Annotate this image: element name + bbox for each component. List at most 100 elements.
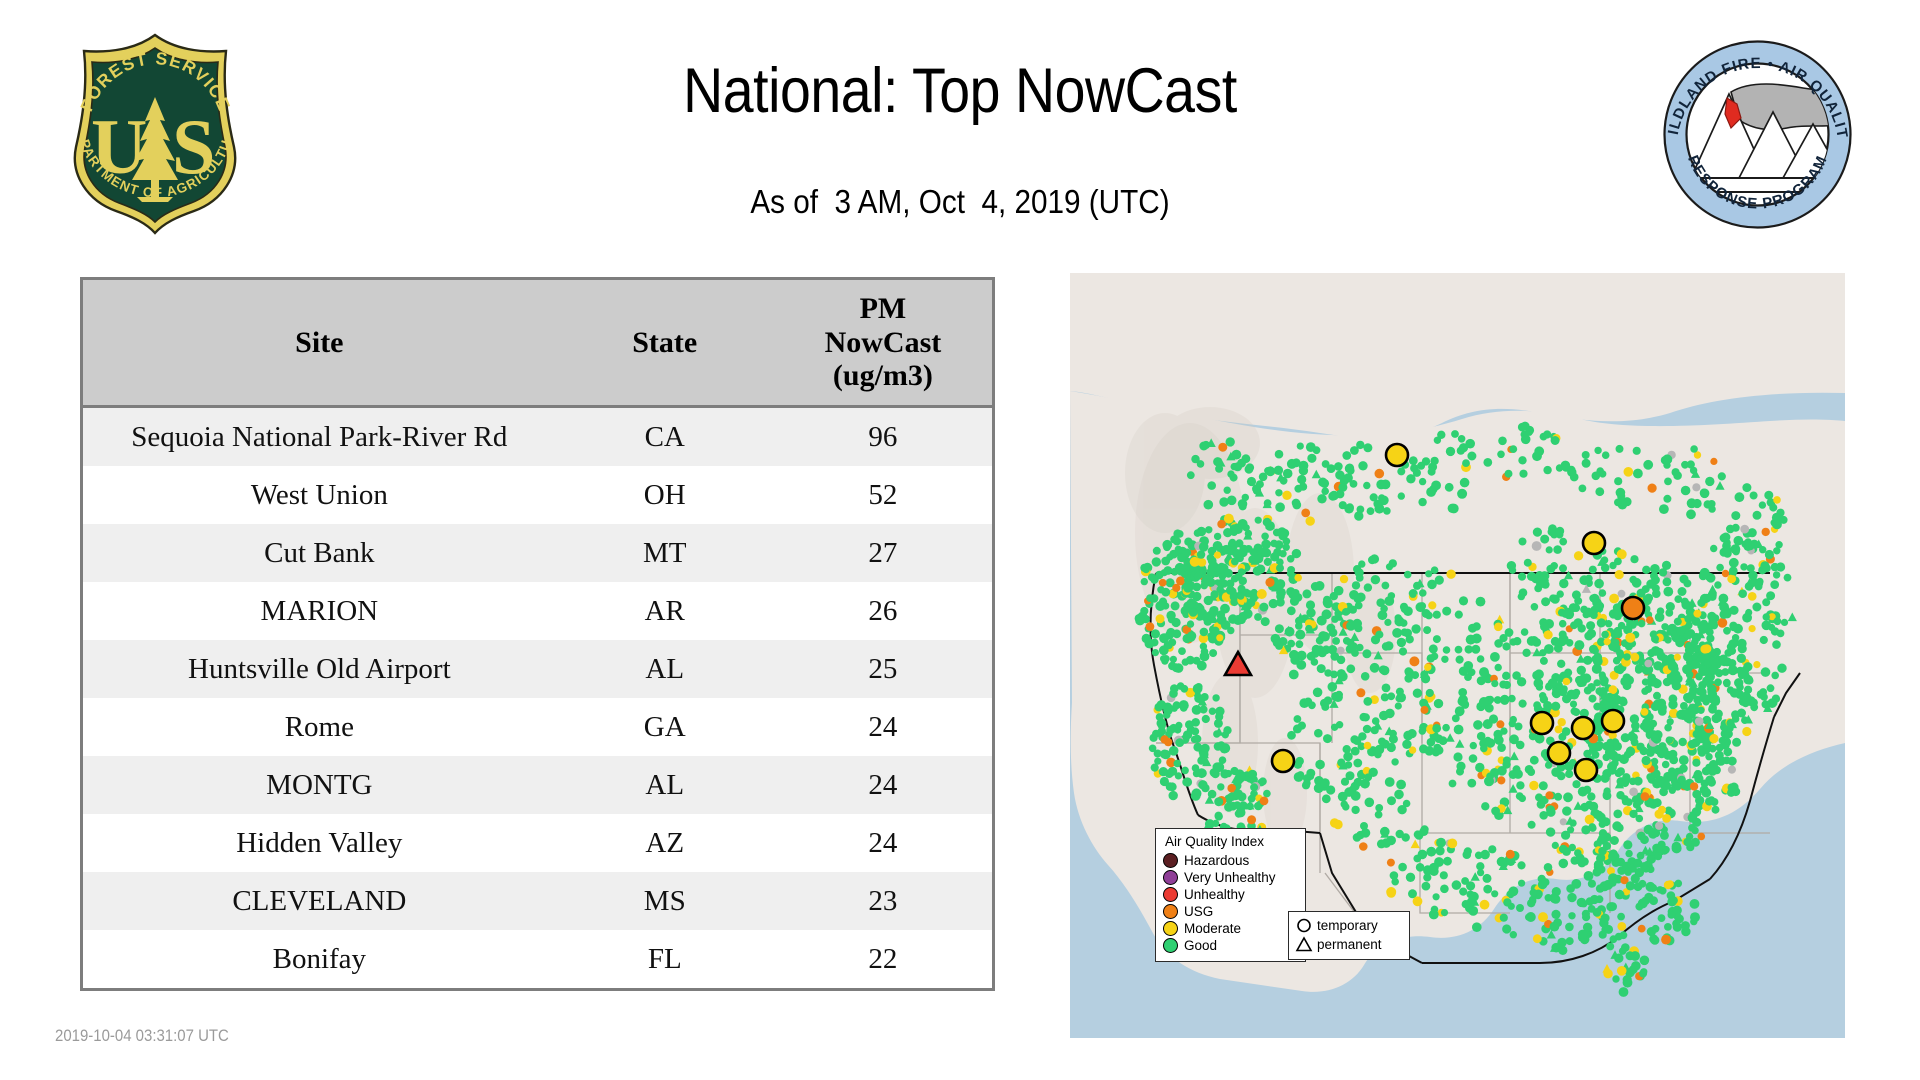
monitor-marker-temporary[interactable] — [1353, 594, 1363, 604]
monitor-marker-temporary[interactable] — [1158, 645, 1169, 656]
monitor-marker-temporary[interactable] — [1274, 449, 1284, 459]
monitor-marker-temporary[interactable] — [1532, 934, 1542, 944]
monitor-marker-temporary[interactable] — [1625, 632, 1636, 643]
monitor-marker-temporary[interactable] — [1451, 430, 1459, 438]
monitor-marker-temporary[interactable] — [1624, 798, 1633, 806]
monitor-marker-temporary[interactable] — [1344, 761, 1353, 769]
monitor-marker-temporary[interactable] — [1699, 665, 1708, 673]
monitor-marker-temporary[interactable] — [1523, 558, 1532, 567]
monitor-marker-temporary[interactable] — [1297, 474, 1307, 485]
monitor-marker-temporary[interactable] — [1294, 573, 1302, 582]
monitor-marker-temporary[interactable] — [1356, 643, 1364, 652]
monitor-marker-temporary[interactable] — [1430, 456, 1439, 466]
monitor-marker-temporary[interactable] — [1342, 451, 1352, 460]
monitor-marker-temporary[interactable] — [1200, 647, 1209, 656]
monitor-marker-temporary[interactable] — [1408, 889, 1417, 899]
monitor-marker-permanent[interactable] — [1509, 751, 1519, 761]
monitor-marker-temporary[interactable] — [1633, 468, 1643, 479]
monitor-marker-temporary[interactable] — [1581, 825, 1591, 835]
monitor-marker-temporary[interactable] — [1223, 513, 1234, 524]
monitor-marker-temporary[interactable] — [1363, 741, 1372, 750]
monitor-marker-temporary[interactable] — [1724, 729, 1733, 739]
monitor-marker-temporary[interactable] — [1660, 654, 1669, 663]
monitor-marker-permanent[interactable] — [1532, 647, 1542, 657]
monitor-marker-temporary[interactable] — [1312, 687, 1323, 698]
monitor-marker-temporary[interactable] — [1681, 460, 1689, 469]
monitor-marker-temporary[interactable] — [1157, 727, 1166, 736]
monitor-marker-temporary[interactable] — [1622, 975, 1632, 985]
highlighted-site-marker-temporary[interactable] — [1573, 757, 1599, 783]
monitor-marker-temporary[interactable] — [1328, 628, 1338, 637]
monitor-marker-temporary[interactable] — [1567, 465, 1576, 474]
monitor-marker-permanent[interactable] — [1602, 964, 1612, 973]
monitor-marker-temporary[interactable] — [1562, 677, 1571, 686]
monitor-marker-temporary[interactable] — [1714, 750, 1724, 760]
monitor-marker-temporary[interactable] — [1628, 733, 1638, 743]
monitor-marker-temporary[interactable] — [1709, 734, 1719, 744]
monitor-marker-temporary[interactable] — [1623, 467, 1634, 477]
monitor-marker-temporary[interactable] — [1553, 545, 1562, 554]
monitor-marker-temporary[interactable] — [1336, 655, 1346, 665]
monitor-marker-temporary[interactable] — [1274, 624, 1284, 634]
highlighted-site-marker-temporary[interactable] — [1620, 595, 1646, 621]
monitor-marker-temporary[interactable] — [1506, 561, 1517, 571]
monitor-marker-temporary[interactable] — [1151, 557, 1161, 567]
monitor-marker-temporary[interactable] — [1191, 454, 1200, 464]
monitor-marker-temporary[interactable] — [1179, 564, 1188, 573]
monitor-marker-temporary[interactable] — [1459, 887, 1468, 896]
monitor-marker-temporary[interactable] — [1246, 476, 1257, 487]
monitor-marker-temporary[interactable] — [1656, 607, 1665, 615]
monitor-marker-temporary[interactable] — [1539, 692, 1547, 700]
monitor-marker-temporary[interactable] — [1358, 560, 1366, 568]
monitor-marker-temporary[interactable] — [1499, 913, 1508, 922]
monitor-marker-temporary[interactable] — [1559, 578, 1569, 589]
monitor-marker-temporary[interactable] — [1397, 492, 1405, 500]
monitor-marker-temporary[interactable] — [1633, 776, 1643, 786]
monitor-marker-temporary[interactable] — [1368, 555, 1377, 565]
monitor-marker-temporary[interactable] — [1534, 446, 1545, 457]
monitor-marker-temporary[interactable] — [1659, 504, 1669, 514]
monitor-marker-temporary[interactable] — [1198, 566, 1207, 575]
monitor-marker-temporary[interactable] — [1181, 766, 1189, 775]
monitor-marker-temporary[interactable] — [1620, 676, 1630, 687]
monitor-marker-temporary[interactable] — [1232, 549, 1242, 559]
monitor-marker-temporary[interactable] — [1543, 863, 1553, 872]
monitor-marker-temporary[interactable] — [1596, 618, 1606, 628]
monitor-marker-temporary[interactable] — [1575, 853, 1585, 863]
monitor-marker-temporary[interactable] — [1357, 742, 1366, 751]
monitor-marker-temporary[interactable] — [1664, 723, 1672, 732]
monitor-marker-temporary[interactable] — [1734, 492, 1745, 503]
monitor-marker-permanent[interactable] — [1550, 943, 1560, 952]
monitor-marker-permanent[interactable] — [1295, 612, 1306, 622]
monitor-marker-temporary[interactable] — [1717, 617, 1728, 628]
monitor-marker-temporary[interactable] — [1697, 729, 1707, 739]
monitor-marker-temporary[interactable] — [1539, 656, 1548, 665]
monitor-marker-temporary[interactable] — [1666, 718, 1674, 726]
monitor-marker-temporary[interactable] — [1272, 639, 1281, 647]
monitor-marker-temporary[interactable] — [1555, 526, 1565, 536]
monitor-marker-temporary[interactable] — [1426, 654, 1435, 663]
monitor-marker-temporary[interactable] — [1160, 749, 1170, 759]
monitor-marker-temporary[interactable] — [1551, 909, 1561, 920]
monitor-marker-temporary[interactable] — [1350, 446, 1359, 455]
monitor-marker-temporary[interactable] — [1396, 637, 1407, 648]
monitor-marker-temporary[interactable] — [1618, 696, 1628, 706]
monitor-marker-temporary[interactable] — [1214, 797, 1224, 807]
monitor-marker-temporary[interactable] — [1199, 627, 1209, 637]
monitor-marker-temporary[interactable] — [1616, 666, 1625, 675]
monitor-marker-temporary[interactable] — [1699, 488, 1710, 499]
monitor-marker-temporary[interactable] — [1360, 778, 1370, 789]
monitor-marker-temporary[interactable] — [1614, 889, 1625, 900]
monitor-marker-permanent[interactable] — [1673, 832, 1683, 842]
monitor-marker-temporary[interactable] — [1330, 670, 1338, 679]
monitor-marker-temporary[interactable] — [1231, 449, 1242, 460]
monitor-marker-temporary[interactable] — [1675, 638, 1685, 648]
monitor-marker-temporary[interactable] — [1221, 592, 1232, 602]
monitor-marker-temporary[interactable] — [1311, 644, 1321, 654]
monitor-marker-temporary[interactable] — [1351, 805, 1360, 815]
monitor-marker-temporary[interactable] — [1404, 674, 1413, 683]
monitor-marker-temporary[interactable] — [1351, 581, 1361, 590]
monitor-marker-temporary[interactable] — [1731, 511, 1741, 521]
monitor-marker-temporary[interactable] — [1650, 935, 1660, 945]
monitor-marker-temporary[interactable] — [1334, 462, 1343, 471]
